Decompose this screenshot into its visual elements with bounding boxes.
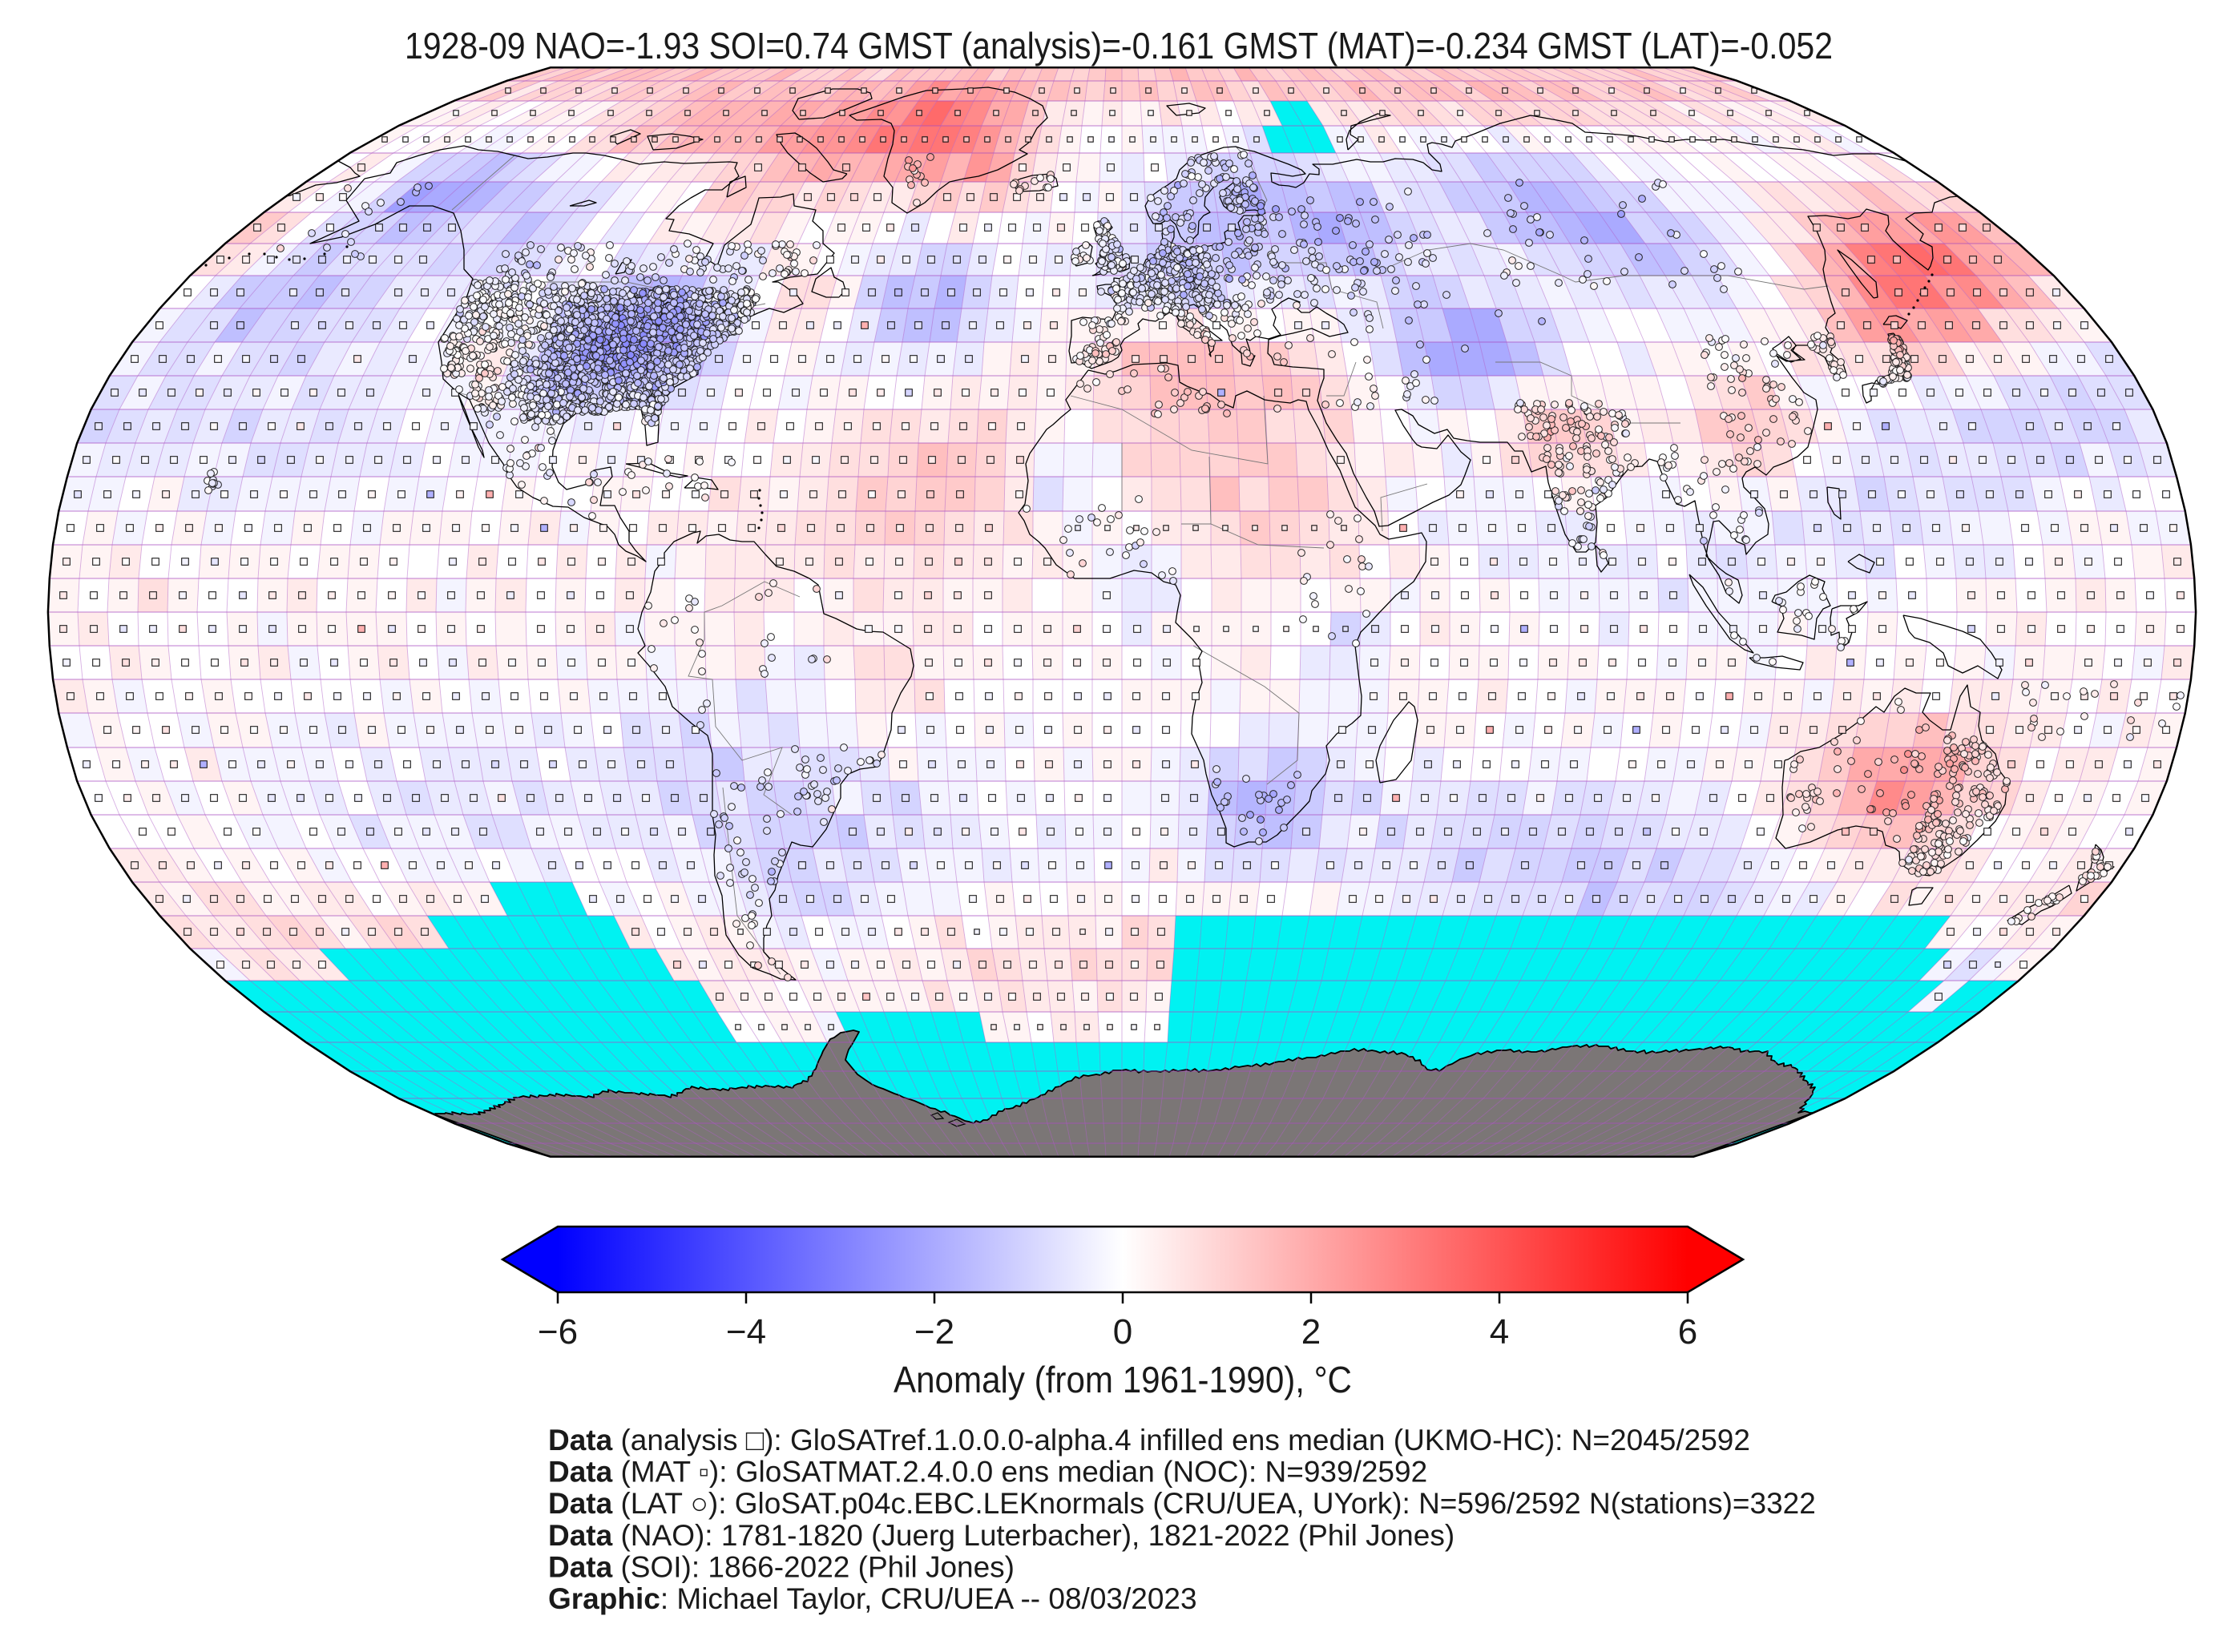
svg-text:Graphic: Michael Taylor, CRU/U: Graphic: Michael Taylor, CRU/UEA -- 08/0… bbox=[548, 1582, 1197, 1615]
svg-text:Data (analysis □): GloSATref.1: Data (analysis □): GloSATref.1.0.0.0-alp… bbox=[548, 1424, 1750, 1457]
svg-text:Anomaly (from 1961-1990), °C: Anomaly (from 1961-1990), °C bbox=[894, 1359, 1352, 1400]
svg-text:6: 6 bbox=[1678, 1312, 1697, 1352]
svg-text:Data (SOI): 1866-2022 (Phil Jo: Data (SOI): 1866-2022 (Phil Jones) bbox=[548, 1550, 1015, 1583]
svg-text:0: 0 bbox=[1113, 1312, 1132, 1352]
svg-text:−2: −2 bbox=[914, 1312, 954, 1352]
svg-text:−6: −6 bbox=[538, 1312, 578, 1352]
svg-text:Data (NAO): 1781-1820 (Juerg L: Data (NAO): 1781-1820 (Juerg Luterbacher… bbox=[548, 1519, 1454, 1552]
svg-text:Data (MAT ▫): GloSATMAT.2.4.0.: Data (MAT ▫): GloSATMAT.2.4.0.0 ens medi… bbox=[548, 1456, 1427, 1489]
svg-text:1928-09 NAO=-1.93 SOI=0.74 GMS: 1928-09 NAO=-1.93 SOI=0.74 GMST (analysi… bbox=[405, 25, 1833, 66]
svg-text:4: 4 bbox=[1490, 1312, 1509, 1352]
svg-text:Data (LAT ○): GloSAT.p04c.EBC.: Data (LAT ○): GloSAT.p04c.EBC.LEKnormals… bbox=[548, 1487, 1816, 1520]
svg-text:−4: −4 bbox=[726, 1312, 766, 1352]
svg-text:2: 2 bbox=[1301, 1312, 1321, 1352]
